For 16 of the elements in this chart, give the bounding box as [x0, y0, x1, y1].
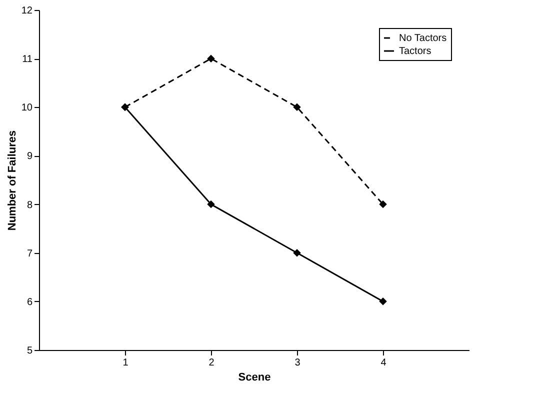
y-tick-label: 11 [22, 54, 33, 66]
y-tick-label: 9 [26, 151, 33, 162]
y-tick-label: 12 [21, 6, 33, 16]
x-tick-label: 1 [122, 358, 129, 368]
y-tick-label: 8 [26, 200, 33, 211]
x-axis-title: Scene [238, 372, 271, 384]
y-tick-label: 7 [26, 248, 33, 260]
x-tick-label: 3 [294, 358, 301, 368]
legend-label: Tactors [399, 46, 432, 57]
y-tick-label: 5 [26, 346, 33, 356]
y-axis-title: Number of Failures [6, 130, 18, 231]
y-tick-label: 10 [21, 102, 33, 114]
x-tick-label: 2 [208, 358, 215, 368]
legend-label: No Tactors [399, 33, 447, 44]
y-tick-label: 6 [26, 296, 33, 308]
x-tick-label: 4 [380, 358, 387, 368]
